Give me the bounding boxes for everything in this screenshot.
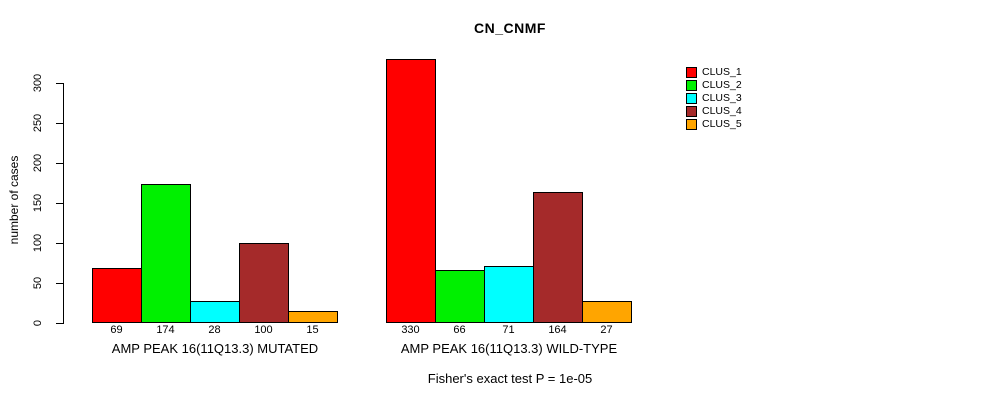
y-axis-tick-label: 50 [32, 276, 44, 290]
legend: CLUS_1 CLUS_2 CLUS_3 CLUS_4 CLUS_5 [686, 66, 742, 131]
y-axis-tick-label: 200 [32, 153, 44, 173]
legend-label: CLUS_1 [702, 66, 742, 78]
bar-value-label: 330 [401, 324, 420, 336]
y-axis-tick [56, 163, 64, 164]
bar-value-label: 100 [254, 324, 273, 336]
y-axis-tick [56, 203, 64, 204]
bar-clus_4-group-1 [239, 243, 289, 323]
bar-clus_5-group-2 [582, 301, 632, 323]
bar-value-label: 66 [453, 324, 466, 336]
legend-item: CLUS_1 [686, 66, 742, 79]
bar-clus_2-group-2 [435, 270, 485, 323]
legend-swatch [686, 93, 697, 104]
legend-item: CLUS_3 [686, 92, 742, 105]
bar-clus_3-group-1 [190, 301, 240, 323]
y-axis-tick [56, 323, 64, 324]
y-axis-title: number of cases [7, 155, 21, 245]
fisher-test-footnote: Fisher's exact test P = 1e-05 [427, 371, 593, 386]
bar-value-label: 164 [548, 324, 567, 336]
y-axis-tick-label: 150 [32, 193, 44, 213]
legend-swatch [686, 119, 697, 130]
legend-item: CLUS_5 [686, 118, 742, 131]
bar-clus_2-group-1 [141, 184, 191, 323]
y-axis-tick [56, 283, 64, 284]
legend-swatch [686, 106, 697, 117]
bar-clus_1-group-1 [92, 268, 142, 323]
legend-item: CLUS_2 [686, 79, 742, 92]
bar-value-label: 15 [306, 324, 319, 336]
legend-item: CLUS_4 [686, 105, 742, 118]
bar-clus_5-group-1 [288, 311, 338, 323]
y-axis-line [63, 84, 64, 324]
bar-value-label: 27 [600, 324, 613, 336]
legend-label: CLUS_3 [702, 92, 742, 104]
legend-swatch [686, 80, 697, 91]
legend-label: CLUS_2 [702, 79, 742, 91]
bar-clus_1-group-2 [386, 59, 436, 323]
legend-label: CLUS_5 [702, 118, 742, 130]
y-axis-tick [56, 83, 64, 84]
y-axis-tick-label: 300 [32, 73, 44, 93]
y-axis-tick-label: 250 [32, 113, 44, 133]
group-label-wild-type: AMP PEAK 16(11Q13.3) WILD-TYPE [400, 341, 618, 356]
y-axis-tick [56, 243, 64, 244]
bar-clus_4-group-2 [533, 192, 583, 323]
bar-value-label: 28 [208, 324, 221, 336]
bar-clus_3-group-2 [484, 266, 534, 323]
y-axis-tick-label: 100 [32, 233, 44, 253]
bar-value-label: 71 [502, 324, 515, 336]
bar-value-label: 69 [110, 324, 123, 336]
y-axis-tick-label: 0 [32, 319, 44, 327]
group-label-mutated: AMP PEAK 16(11Q13.3) MUTATED [111, 341, 319, 356]
bar-value-label: 174 [156, 324, 175, 336]
legend-swatch [686, 67, 697, 78]
legend-label: CLUS_4 [702, 105, 742, 117]
y-axis-tick [56, 123, 64, 124]
chart-title: CN_CNMF [474, 20, 546, 36]
